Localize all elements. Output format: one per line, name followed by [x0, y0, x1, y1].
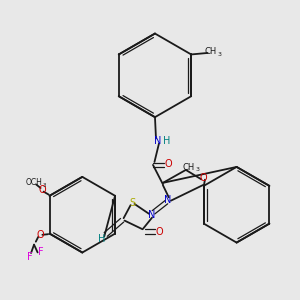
Text: CH: CH: [205, 47, 217, 56]
Text: O: O: [200, 173, 208, 183]
Text: H: H: [163, 136, 170, 146]
Text: F: F: [38, 247, 44, 257]
Text: 3: 3: [218, 52, 221, 57]
Text: H: H: [98, 234, 106, 244]
Text: F: F: [27, 252, 32, 262]
Text: O: O: [36, 230, 44, 240]
Text: O: O: [164, 159, 172, 169]
Text: N: N: [164, 195, 172, 205]
Text: S: S: [129, 198, 135, 208]
Text: N: N: [148, 210, 156, 220]
Text: 3: 3: [195, 167, 199, 172]
Text: N: N: [154, 136, 161, 146]
Text: O: O: [155, 226, 163, 237]
Text: CH: CH: [182, 163, 194, 172]
Text: 3: 3: [42, 182, 46, 188]
Text: O: O: [38, 185, 46, 195]
Text: OCH: OCH: [26, 178, 43, 187]
